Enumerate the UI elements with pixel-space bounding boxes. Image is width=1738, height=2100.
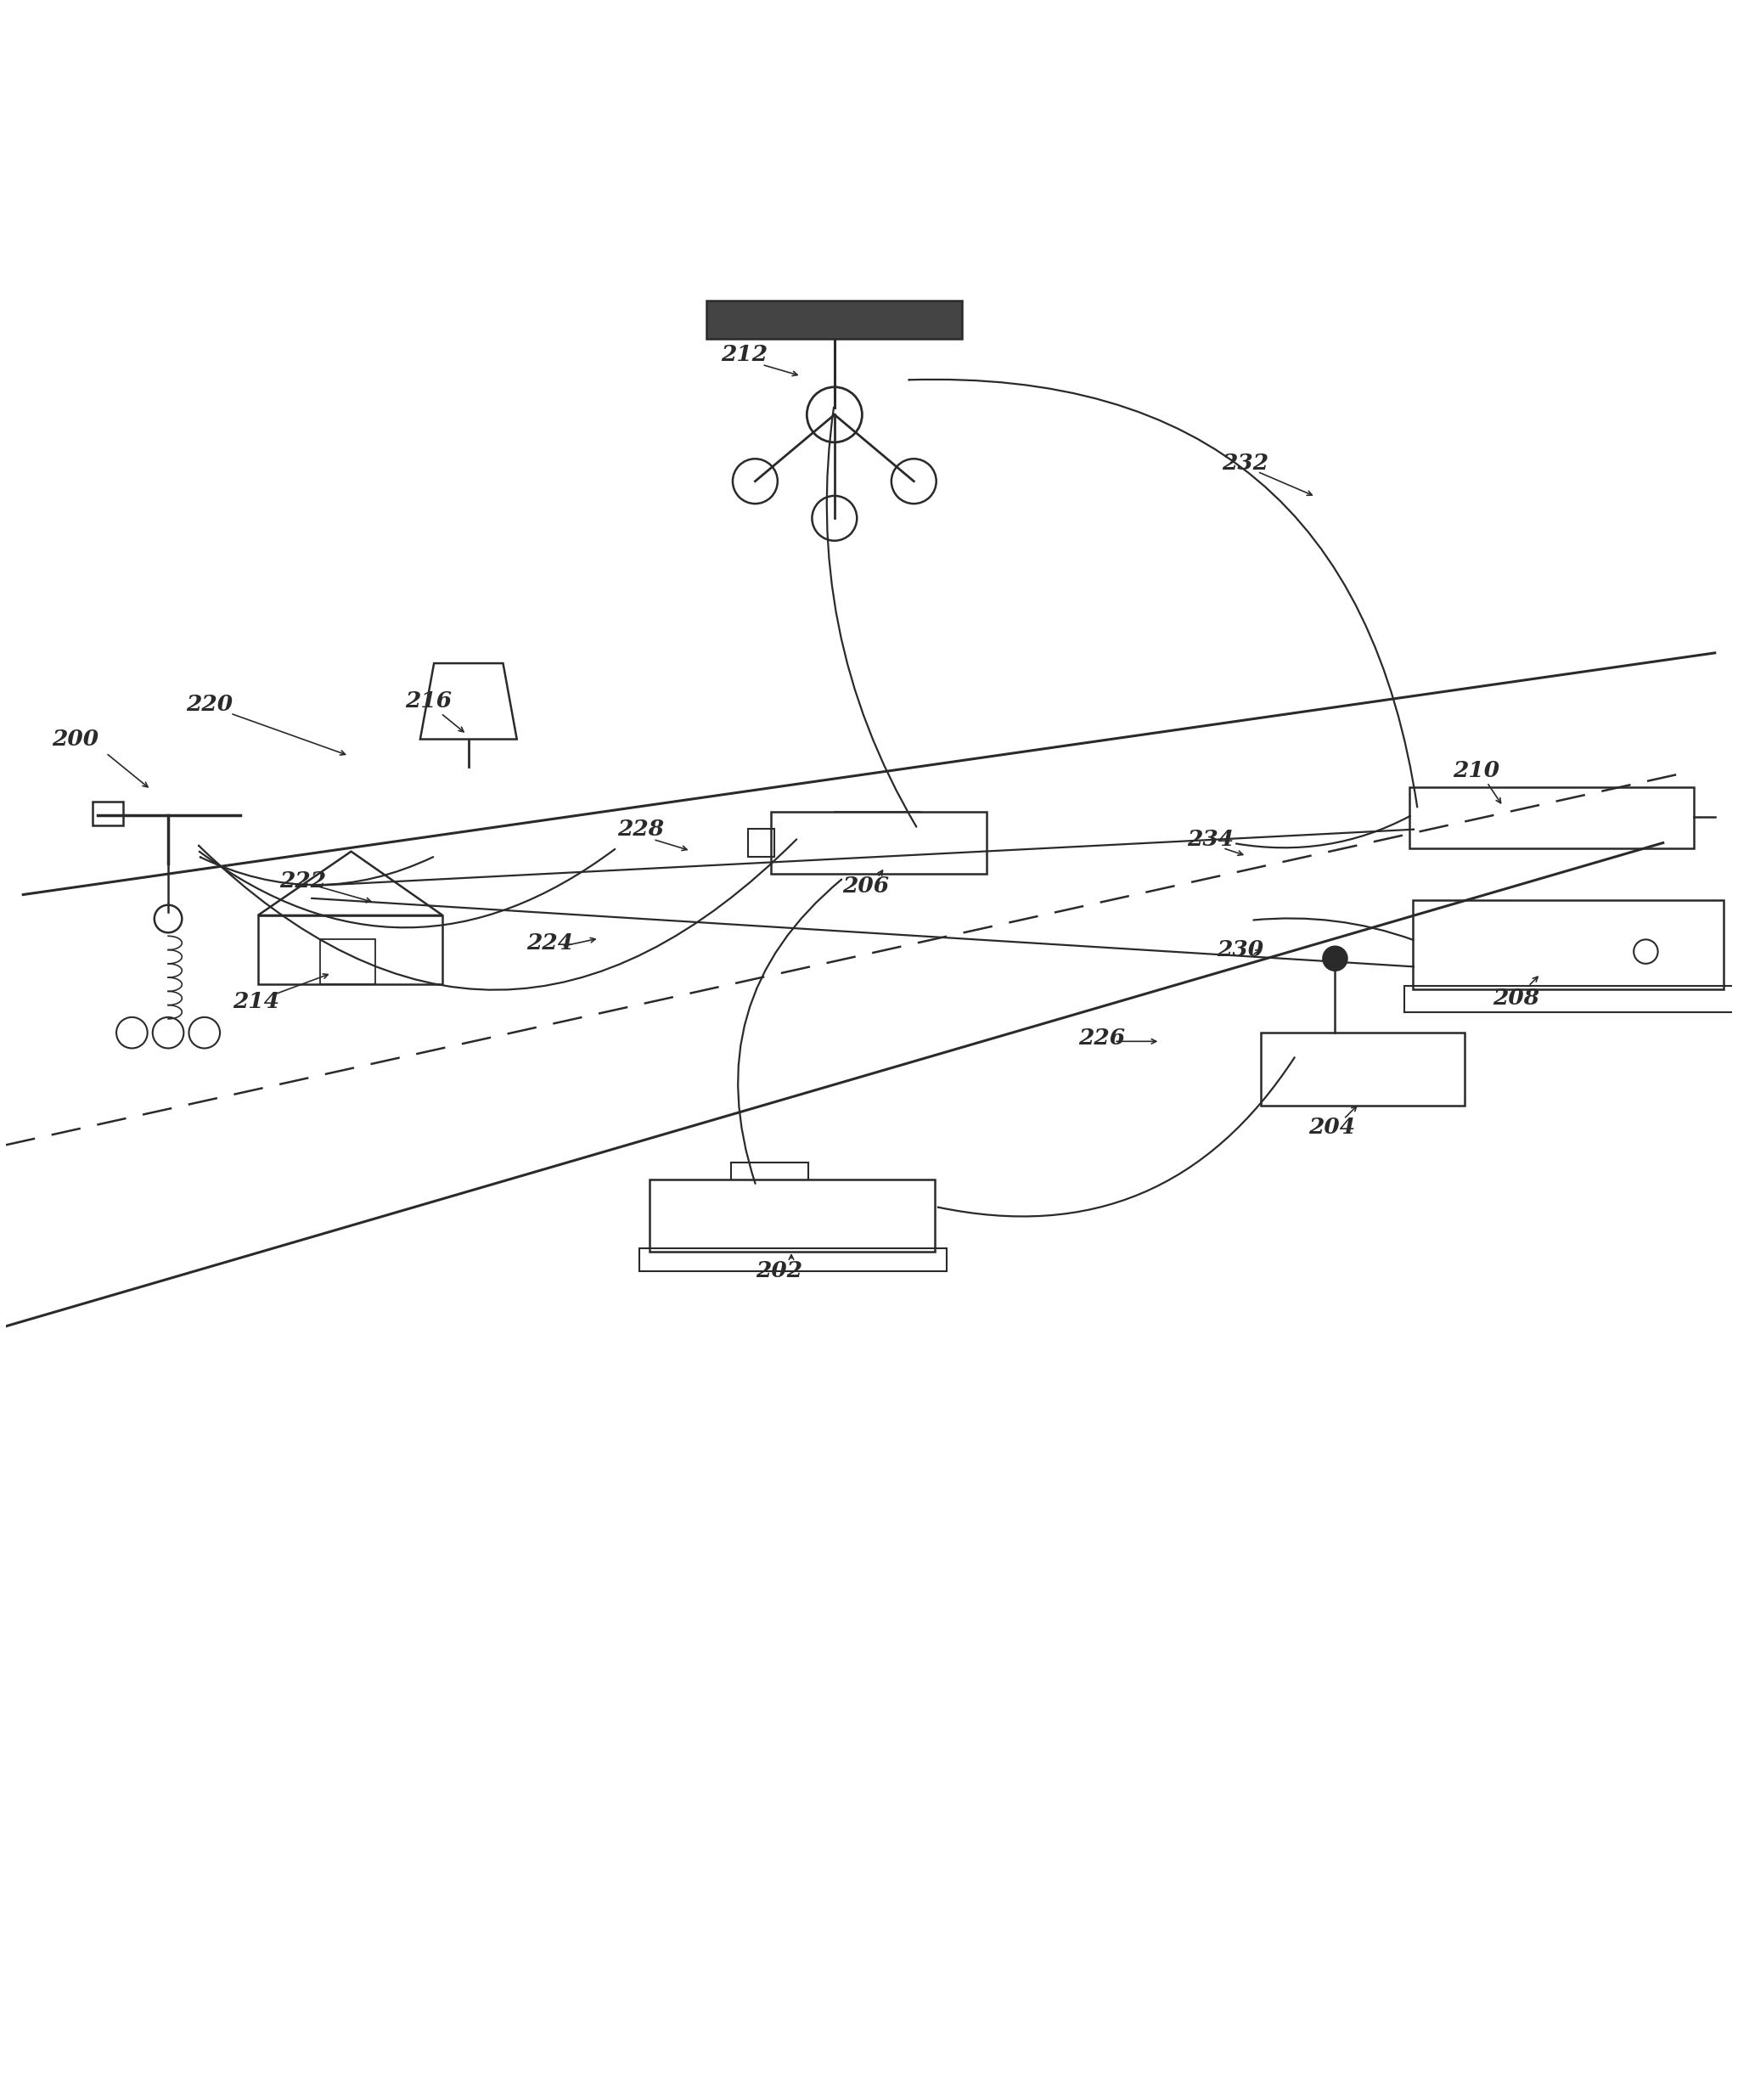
Text: 214: 214 xyxy=(233,991,280,1012)
Bar xyxy=(770,813,987,874)
Bar xyxy=(1404,987,1736,1012)
Text: 228: 228 xyxy=(617,819,664,840)
Text: 216: 216 xyxy=(405,691,452,712)
Bar xyxy=(320,939,375,985)
Bar xyxy=(640,1250,947,1270)
Text: 206: 206 xyxy=(843,876,888,897)
Text: 202: 202 xyxy=(756,1260,803,1281)
Text: 222: 222 xyxy=(280,869,327,890)
Text: 208: 208 xyxy=(1493,987,1540,1008)
Bar xyxy=(92,802,123,825)
Text: 232: 232 xyxy=(1222,451,1269,475)
Bar xyxy=(1410,788,1695,848)
Text: 230: 230 xyxy=(1217,939,1264,960)
Text: 212: 212 xyxy=(721,344,768,365)
Text: 226: 226 xyxy=(1079,1027,1126,1048)
Bar xyxy=(707,300,963,338)
Circle shape xyxy=(1323,947,1347,970)
Text: 200: 200 xyxy=(52,729,99,750)
Text: 220: 220 xyxy=(186,695,233,716)
Text: 210: 210 xyxy=(1453,760,1500,781)
Text: 234: 234 xyxy=(1187,830,1234,851)
Text: 204: 204 xyxy=(1309,1117,1356,1138)
Bar xyxy=(1260,1033,1465,1105)
Bar xyxy=(650,1180,935,1252)
Bar xyxy=(1413,899,1724,989)
Text: 224: 224 xyxy=(527,932,574,953)
Bar xyxy=(747,830,773,857)
Bar xyxy=(257,916,443,985)
